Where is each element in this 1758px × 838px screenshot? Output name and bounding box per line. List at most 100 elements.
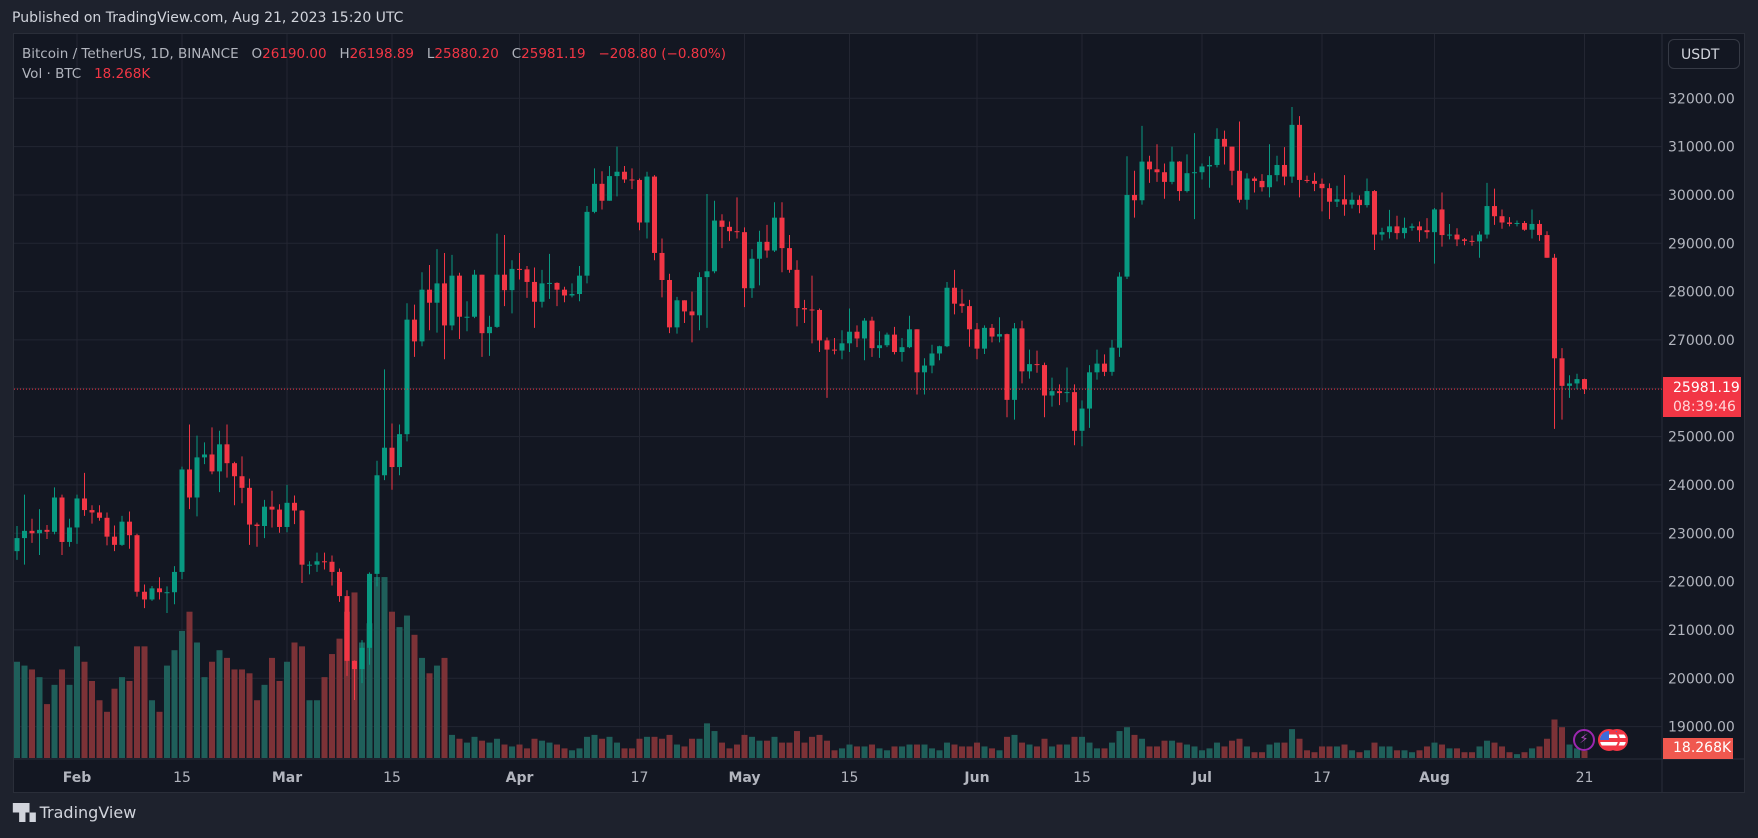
candle-body	[562, 289, 567, 296]
candle-body	[1514, 222, 1520, 224]
volume-bar	[1229, 740, 1235, 758]
candle-body	[1229, 146, 1235, 171]
candle-body	[1469, 240, 1475, 242]
volume-bar	[981, 746, 988, 758]
volume-bar	[464, 742, 470, 758]
candle-body	[389, 447, 395, 468]
volume-bar	[51, 684, 58, 758]
candle-body	[202, 454, 207, 458]
candle-body	[1259, 180, 1265, 188]
candle-body	[359, 647, 365, 670]
volume-bar	[1041, 738, 1048, 758]
candle-body	[157, 588, 162, 593]
candle-body	[877, 345, 882, 349]
candle-body	[1274, 164, 1280, 176]
volume-bar	[839, 748, 845, 758]
y-tick-label: 25000.00	[1668, 430, 1735, 446]
volume-bar	[906, 744, 913, 758]
candle-body	[97, 512, 102, 518]
footer-brand[interactable]: ▜▚ TradingView	[13, 803, 136, 822]
candle-body	[1484, 206, 1490, 235]
candle-body	[1102, 363, 1107, 372]
candle-body	[464, 316, 470, 318]
volume-bar	[779, 742, 785, 758]
volume-bar	[899, 746, 905, 758]
volume-bar	[786, 742, 793, 758]
volume-bar	[1574, 748, 1580, 758]
volume-bar	[636, 738, 643, 758]
candle-body	[1132, 194, 1137, 201]
candle-body	[554, 282, 560, 290]
candle-body	[1087, 372, 1092, 409]
lightning-icon[interactable]: ⚡	[1573, 729, 1595, 751]
candle-body	[967, 306, 972, 330]
candle-body	[757, 241, 762, 259]
candle-body	[1417, 226, 1422, 231]
us-flag-icon[interactable]	[1598, 729, 1620, 751]
volume-bar	[1049, 746, 1055, 758]
candle-body	[1177, 161, 1182, 192]
candle-body	[382, 447, 387, 476]
candle-body	[44, 529, 50, 532]
y-tick-label: 29000.00	[1668, 236, 1735, 252]
volume-bar	[1034, 746, 1040, 758]
last-price-tag: 25981.19 08:39:46	[1663, 377, 1741, 417]
currency-button[interactable]: USDT	[1668, 39, 1740, 69]
volume-bar	[1319, 746, 1325, 758]
candle-body	[959, 303, 965, 307]
candle-body	[839, 343, 845, 351]
x-tick-label: 15	[173, 770, 191, 786]
volume-bar	[966, 746, 973, 758]
volume-label[interactable]: Vol · BTC	[22, 66, 82, 82]
x-tick-label: 15	[1073, 770, 1091, 786]
candle-body	[997, 334, 1002, 337]
volume-bar	[186, 611, 193, 758]
volume-bar	[1536, 746, 1543, 758]
candle-body	[224, 444, 230, 464]
candle-body	[847, 331, 852, 344]
candle-body	[547, 282, 552, 284]
candle-body	[104, 517, 110, 537]
candle-body	[787, 248, 792, 270]
candle-body	[209, 454, 215, 472]
volume-bar	[126, 681, 133, 758]
volume-bar	[996, 750, 1003, 758]
volume-bar	[749, 736, 755, 758]
candle-body	[1552, 257, 1557, 359]
candle-body	[119, 521, 125, 545]
x-tick-label: Apr	[506, 770, 534, 786]
candle-body	[262, 506, 267, 527]
candle-body	[584, 211, 590, 276]
volume-bar	[321, 677, 328, 758]
candle-body	[1357, 199, 1362, 206]
volume-bar	[1334, 746, 1340, 758]
symbol-title[interactable]: Bitcoin / TetherUS, 1D, BINANCE	[22, 46, 239, 62]
x-tick-label: 17	[631, 770, 649, 786]
candle-body	[239, 476, 245, 488]
volume-bar	[599, 738, 605, 758]
candle-body	[1049, 391, 1055, 396]
candle-body	[1244, 178, 1250, 200]
volume-bar	[246, 673, 253, 758]
candle-body	[937, 346, 942, 354]
candle-body	[907, 329, 912, 348]
volume-bar	[1139, 738, 1145, 758]
volume-bar	[1581, 750, 1588, 758]
candle-body	[824, 340, 830, 350]
last-volume-tag: 18.268K	[1663, 738, 1733, 759]
candle-body	[187, 469, 192, 498]
volume-bar	[314, 700, 320, 758]
volume-bar	[134, 646, 140, 758]
candle-body	[67, 527, 72, 542]
volume-bar	[974, 742, 980, 758]
y-tick-label: 32000.00	[1668, 91, 1735, 107]
volume-bar	[1026, 744, 1033, 758]
candle-body	[607, 176, 612, 201]
candle-body	[1432, 209, 1437, 233]
bar-countdown: 08:39:46	[1673, 399, 1736, 415]
volume-bar	[21, 665, 28, 758]
volume-bar	[1071, 736, 1078, 758]
volume-bar	[359, 642, 365, 758]
volume-bar	[456, 738, 463, 758]
